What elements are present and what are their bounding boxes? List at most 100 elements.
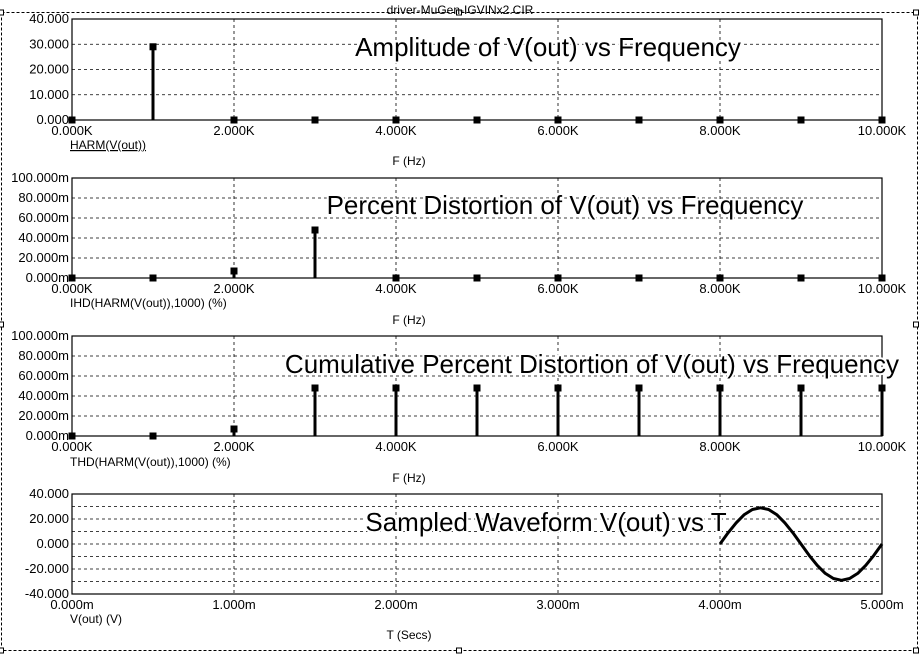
- y-tick-label: 0.000m: [26, 270, 69, 285]
- x-tick-label: 3.000m: [536, 597, 579, 612]
- y-tick-label: 60.000m: [18, 368, 69, 383]
- y-tick-label: -40.000: [25, 586, 69, 601]
- y-tick-label: 20.000m: [18, 250, 69, 265]
- data-marker: [878, 274, 886, 282]
- data-marker: [554, 274, 562, 282]
- data-marker: [68, 432, 76, 440]
- y-tick-label: -20.000: [25, 561, 69, 576]
- x-tick-label: 2.000m: [374, 597, 417, 612]
- x-tick-label: 0.000K: [51, 439, 93, 454]
- x-tick-label: 8.000K: [699, 281, 741, 296]
- frame-handle: [913, 647, 919, 654]
- frame-handle: [456, 647, 462, 654]
- x-tick-label: 0.000K: [51, 123, 93, 138]
- plot-title: Amplitude of V(out) vs Frequency: [355, 32, 741, 62]
- plot-title: Cumulative Percent Distortion of V(out) …: [285, 349, 899, 379]
- data-marker: [635, 384, 643, 392]
- data-marker: [473, 274, 481, 282]
- frame-handle: [0, 9, 4, 16]
- data-marker: [311, 226, 319, 234]
- data-marker: [149, 274, 157, 282]
- data-marker: [716, 116, 724, 124]
- x-tick-label: 1.000m: [212, 597, 255, 612]
- x-axis-label: T (Secs): [386, 628, 431, 642]
- y-tick-label: 80.000m: [18, 190, 69, 205]
- data-marker: [473, 116, 481, 124]
- x-axis-label: F (Hz): [392, 471, 425, 485]
- trace-label: HARM(V(out)): [70, 138, 146, 152]
- x-axis-label: F (Hz): [392, 313, 425, 327]
- frame-handle: [456, 9, 462, 16]
- data-marker: [68, 116, 76, 124]
- x-tick-label: 10.000K: [858, 439, 907, 454]
- y-tick-label: 20.000: [29, 511, 69, 526]
- x-tick-label: 2.000K: [213, 439, 255, 454]
- y-tick-label: 0.000m: [26, 428, 69, 443]
- data-marker: [554, 116, 562, 124]
- data-marker: [392, 116, 400, 124]
- data-marker: [878, 384, 886, 392]
- x-tick-label: 6.000K: [537, 281, 579, 296]
- x-tick-label: 4.000m: [698, 597, 741, 612]
- x-tick-label: 6.000K: [537, 439, 579, 454]
- data-marker: [230, 425, 238, 433]
- data-marker: [635, 274, 643, 282]
- y-tick-label: 20.000: [29, 62, 69, 77]
- x-tick-label: 8.000K: [699, 439, 741, 454]
- x-tick-label: 4.000K: [375, 281, 417, 296]
- data-marker: [554, 384, 562, 392]
- trace-label: V(out) (V): [70, 612, 122, 626]
- data-marker: [311, 384, 319, 392]
- data-marker: [230, 267, 238, 275]
- y-tick-label: 10.000: [29, 87, 69, 102]
- plot-2: 100.000m 80.000m 60.000m 40.000m 20.000m 0.00…: [11, 170, 906, 327]
- x-tick-label: 5.000m: [860, 597, 903, 612]
- data-marker: [797, 274, 805, 282]
- y-tick-label: 20.000m: [18, 408, 69, 423]
- plot-3: 100.000m 80.000m 60.000m 40.000m 20.000m 0.00…: [11, 328, 906, 485]
- frame-handle: [913, 321, 919, 328]
- frame-handle: [0, 321, 4, 328]
- x-tick-label: 2.000K: [213, 123, 255, 138]
- data-marker: [392, 384, 400, 392]
- x-tick-label: 8.000K: [699, 123, 741, 138]
- x-tick-label: 0.000K: [51, 281, 93, 296]
- plot-title: Percent Distortion of V(out) vs Frequenc…: [327, 190, 804, 220]
- document-title: driver-MuGen-IGVINx2.CIR: [386, 3, 534, 17]
- data-marker: [149, 43, 157, 51]
- y-tick-label: 100.000m: [11, 170, 69, 185]
- data-marker: [797, 116, 805, 124]
- x-tick-label: 4.000K: [375, 123, 417, 138]
- data-marker: [392, 274, 400, 282]
- data-marker: [68, 274, 76, 282]
- data-marker: [311, 116, 319, 124]
- x-tick-label: 6.000K: [537, 123, 579, 138]
- data-marker: [230, 116, 238, 124]
- x-axis-label: F (Hz): [392, 154, 425, 168]
- frame-handle: [0, 647, 4, 654]
- y-tick-label: 100.000m: [11, 328, 69, 343]
- x-tick-label: 0.000m: [50, 597, 93, 612]
- y-tick-label: 40.000m: [18, 388, 69, 403]
- x-tick-label: 4.000K: [375, 439, 417, 454]
- trace-label: IHD(HARM(V(out)),1000) (%): [70, 296, 227, 310]
- data-marker: [716, 274, 724, 282]
- data-marker: [149, 432, 157, 440]
- x-tick-label: 10.000K: [858, 123, 907, 138]
- y-tick-label: 80.000m: [18, 348, 69, 363]
- window-frame: [1, 12, 918, 651]
- data-marker: [797, 384, 805, 392]
- y-tick-label: 0.000: [36, 112, 69, 127]
- trace-label: THD(HARM(V(out)),1000) (%): [70, 455, 231, 469]
- y-tick-label: 60.000m: [18, 210, 69, 225]
- waveform-line: [718, 506, 884, 582]
- data-marker: [716, 384, 724, 392]
- y-tick-label: 40.000: [29, 11, 69, 26]
- y-tick-label: 30.000: [29, 36, 69, 51]
- frame-handle: [913, 9, 919, 16]
- y-tick-label: 40.000m: [18, 230, 69, 245]
